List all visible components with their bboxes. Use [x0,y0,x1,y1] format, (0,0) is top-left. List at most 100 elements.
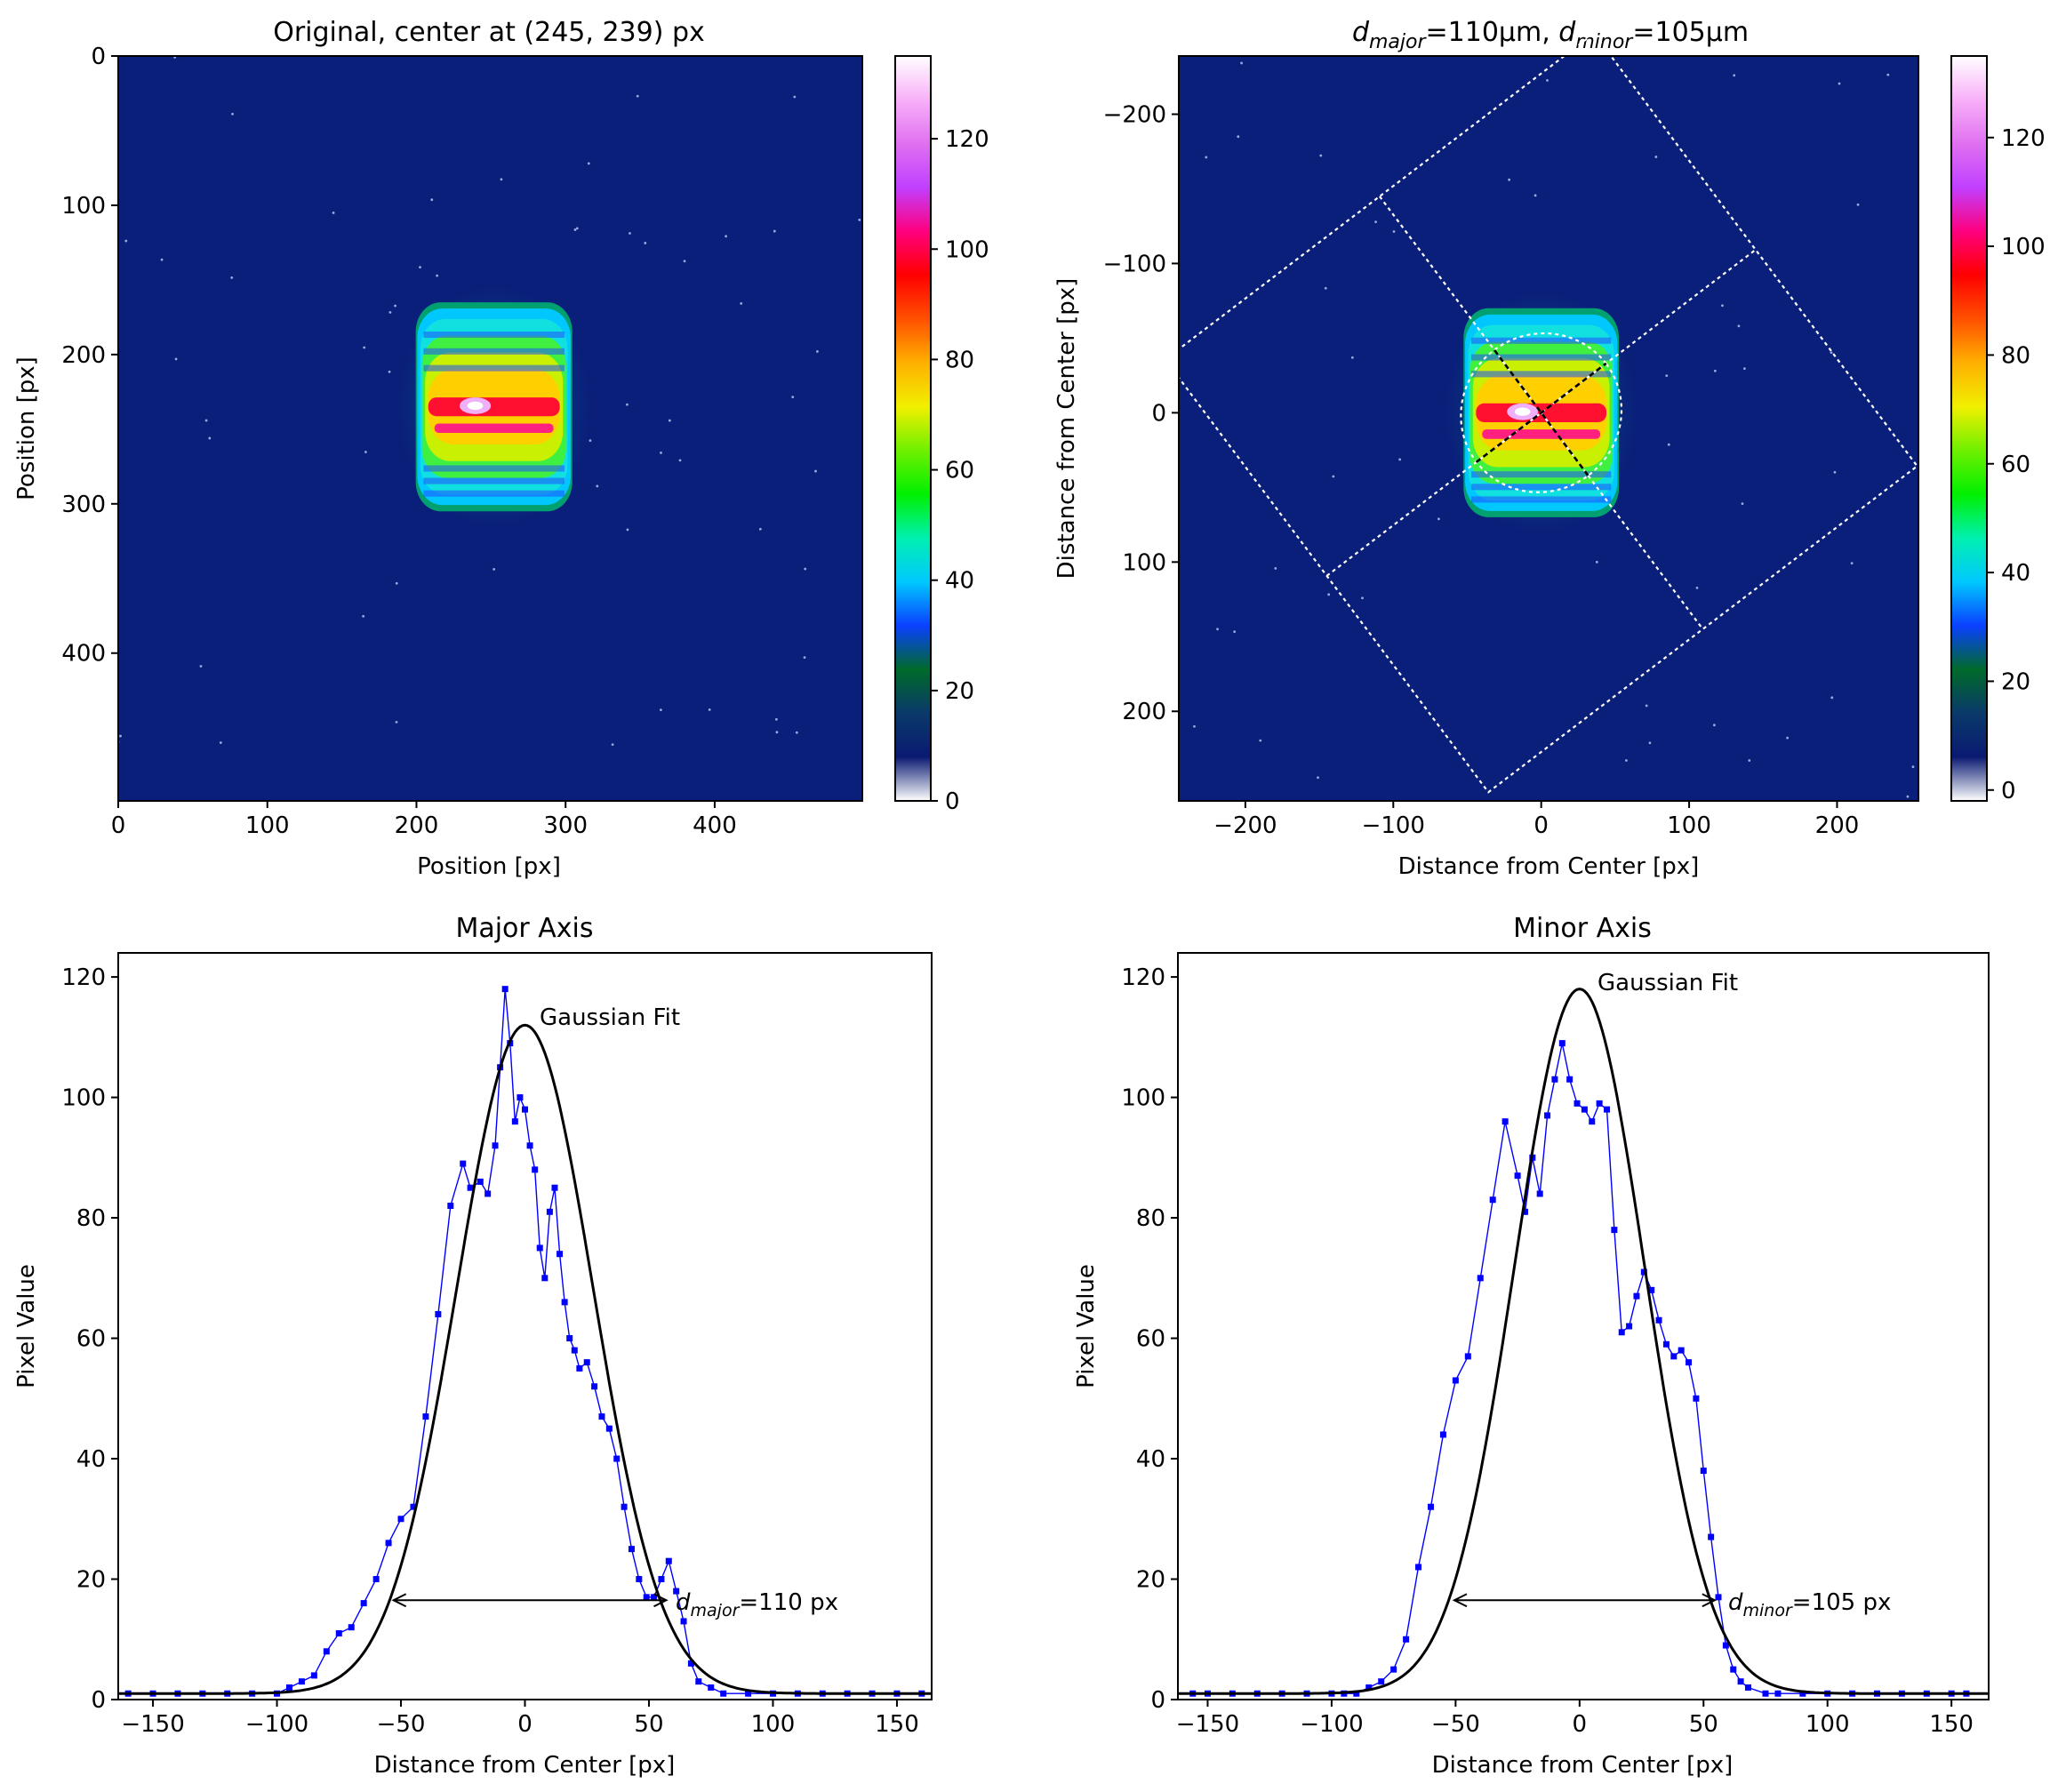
panel4-data-point [1737,1678,1744,1685]
panel3-ytick-label: 40 [76,1446,106,1473]
panel4-data-point [1581,1106,1588,1113]
panel4-axis-ticks: −150 −100 −50 0 50 100 150 0 20 40 60 80 100 120 [1121,964,1974,1738]
noise-dot [589,439,592,443]
noise-dot [430,198,434,202]
noise-dot [1327,593,1331,596]
panel1-beam-stripe [423,465,565,472]
panel3-data-point [598,1413,605,1420]
panel1-ytick-label: 400 [61,641,106,668]
noise-dot [1712,724,1716,727]
panel3-xlabel: Distance from Center [px] [374,1752,676,1779]
panel1-ytick-label: 100 [61,193,106,220]
noise-dot [1741,502,1744,506]
panel2-colorbar-tick-label: 20 [2001,668,2030,695]
panel2-beam-hot-row [1482,429,1601,439]
panel4-ytick-label: 0 [1150,1687,1165,1714]
panel2-colorbar [1950,55,1988,802]
noise-dot [219,741,222,744]
panel3-data-point [516,1094,524,1101]
panel2-minor-axis-line [1379,196,1704,630]
panel4-data-point [1521,1208,1528,1215]
panel2-title-d1: d [1352,17,1370,48]
panel3-data-point [551,1184,558,1191]
noise-dot [1665,374,1669,378]
panel3-data-point [546,1208,553,1215]
panel3-data-point [422,1413,429,1420]
panel3-xtick-label: 150 [875,1711,919,1738]
panel3-data-point [397,1516,404,1523]
noise-dot [160,258,164,261]
panel1-ylabel: Position [px] [13,356,40,500]
panel3-data-point [460,1160,467,1167]
panel1-xlabel: Position [px] [417,853,561,880]
panel3-data-point [566,1335,573,1342]
panel2-title-mid: =110µm, [1426,17,1559,48]
panel2-beam-stripe [1471,371,1612,378]
noise-dot [1398,458,1402,461]
noise-dot [1216,628,1219,631]
noise-dot [204,419,208,422]
panel3-data-point [576,1364,583,1372]
panel1-xtick-label: 200 [395,812,439,839]
noise-dot [629,232,631,235]
noise-dot [1667,443,1670,446]
panel2-colorbar-tick-label: 100 [2001,234,2046,260]
noise-dot [1830,351,1833,355]
panel3-data-point [348,1624,355,1631]
noise-dot [388,370,391,373]
panel2-title-end: =105µm [1632,17,1749,48]
panel4-data-point [1439,1431,1446,1438]
panel3-data-point [410,1503,417,1510]
panel3-data-point [385,1540,392,1547]
panel4-annotations: Gaussian Fit dminor=105 px [1598,970,1891,1620]
noise-dot [1713,369,1717,372]
noise-dot [1317,776,1319,780]
noise-dot [119,734,122,738]
noise-dot [1259,739,1262,742]
noise-dot [1786,736,1790,740]
panel4-xtick-label: 50 [1689,1711,1718,1738]
panel3-data-point [372,1576,380,1583]
panel4-xtick-label: 0 [1573,1711,1588,1738]
panel2-title-d2: d [1558,17,1576,48]
panel3-data-point [665,1557,672,1564]
noise-dot [1838,82,1841,85]
noise-dot [394,304,396,308]
panel3-data-point [695,1678,702,1685]
panel4-ytick-label: 20 [1136,1567,1165,1594]
panel1-beam-peak-core [467,401,484,411]
panel4-data-point [1452,1377,1459,1384]
panel-major-axis: Major Axis Gaussian Fit dmajor=110 px −1… [13,913,933,1779]
panel3-ytick-label: 60 [76,1326,106,1353]
panel4-data-point [1489,1196,1496,1204]
noise-dot [1193,724,1196,728]
panel4-data-point [1589,1118,1596,1125]
panel1-beam-stripe [423,332,565,339]
panel3-data-point [561,1299,568,1306]
panel4-fit-curve [1178,988,1989,1695]
panel2-noise-dots [1193,61,1915,798]
panel4-data-point [1730,1666,1737,1673]
panel4-data-point [1536,1190,1543,1197]
noise-dot [395,581,398,585]
noise-dot [814,469,817,473]
panel1-beam [396,285,591,529]
noise-dot [1361,596,1364,600]
panel3-gaussian-fit [118,1023,932,1695]
panel4-data-point [1686,1359,1693,1366]
noise-dot [174,357,178,361]
panel3-data-point [628,1546,635,1553]
panel-minor-axis: Minor Axis Gaussian Fit dminor=105 px −1… [1073,913,1990,1779]
panel3-d: d [676,1589,691,1616]
panel3-data-point [323,1648,330,1655]
panel2-title-sub1: major [1369,31,1427,53]
panel4-data-point [1611,1227,1618,1234]
panel3-data-point [435,1310,442,1317]
panel3-data-point [541,1275,549,1282]
panel4-data-point [1501,1118,1509,1125]
panel2-colorbar-tick-label: 0 [2001,778,2016,804]
panel2-beam-stripe [1471,337,1612,344]
panel4-data-point [1618,1329,1625,1336]
panel4-data-point [1762,1690,1769,1697]
